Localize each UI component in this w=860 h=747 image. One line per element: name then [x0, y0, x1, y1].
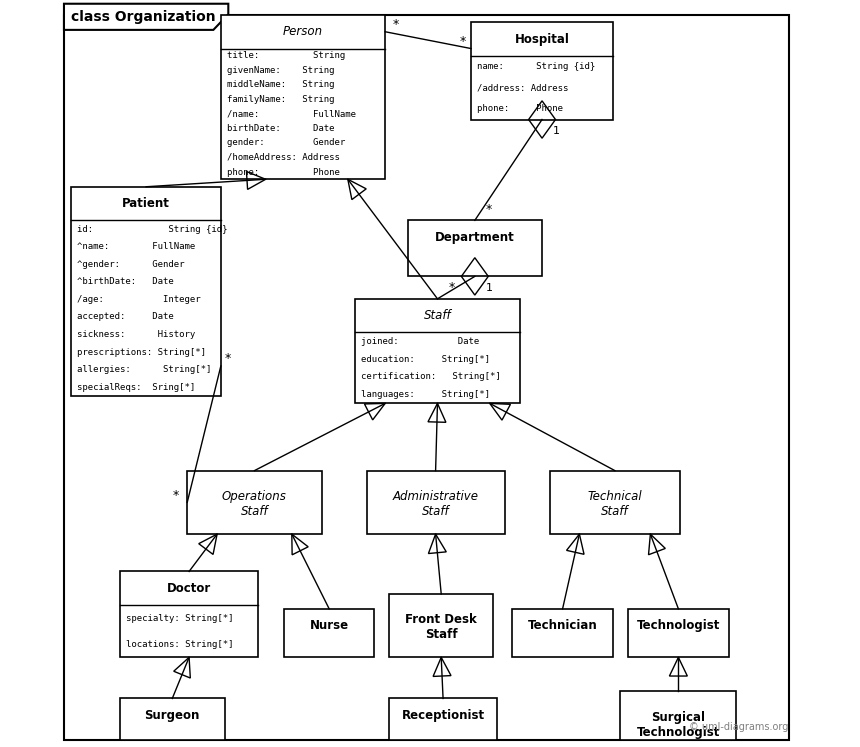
Text: ^gender:      Gender: ^gender: Gender [77, 260, 185, 269]
Text: Nurse: Nurse [310, 619, 348, 632]
Text: phone:     Phone: phone: Phone [477, 105, 563, 114]
FancyBboxPatch shape [389, 594, 494, 657]
Text: Surgical
Technologist: Surgical Technologist [636, 710, 720, 739]
Text: /homeAddress: Address: /homeAddress: Address [227, 153, 340, 162]
Text: /name:          FullName: /name: FullName [227, 109, 356, 119]
Text: Hospital: Hospital [514, 33, 569, 46]
FancyBboxPatch shape [120, 571, 258, 657]
Text: accepted:     Date: accepted: Date [77, 312, 175, 321]
FancyBboxPatch shape [187, 471, 322, 534]
FancyBboxPatch shape [620, 691, 736, 740]
Text: ^birthDate:   Date: ^birthDate: Date [77, 277, 175, 286]
Text: certification:   String[*]: certification: String[*] [361, 372, 501, 381]
Text: joined:           Date: joined: Date [361, 337, 480, 346]
FancyBboxPatch shape [285, 609, 374, 657]
Text: 1: 1 [486, 283, 493, 294]
Text: locations: String[*]: locations: String[*] [126, 639, 233, 649]
Polygon shape [64, 4, 228, 30]
FancyBboxPatch shape [408, 220, 542, 276]
Text: Department: Department [435, 231, 514, 244]
Text: /age:           Integer: /age: Integer [77, 295, 201, 304]
Text: middleName:   String: middleName: String [227, 81, 335, 90]
Text: *: * [460, 35, 466, 48]
Text: title:          String: title: String [227, 52, 345, 61]
Text: *: * [393, 18, 399, 31]
Text: *: * [172, 489, 179, 502]
Text: prescriptions: String[*]: prescriptions: String[*] [77, 347, 206, 356]
Text: specialReqs:  Sring[*]: specialReqs: Sring[*] [77, 382, 196, 391]
Text: Staff: Staff [424, 309, 452, 322]
Text: specialty: String[*]: specialty: String[*] [126, 613, 233, 623]
Text: Doctor: Doctor [167, 582, 212, 595]
Text: Technologist: Technologist [636, 619, 720, 632]
Text: givenName:    String: givenName: String [227, 66, 335, 75]
FancyBboxPatch shape [120, 698, 224, 740]
Text: birthDate:      Date: birthDate: Date [227, 124, 335, 133]
Text: 1: 1 [553, 126, 560, 137]
Text: © uml-diagrams.org: © uml-diagrams.org [689, 722, 789, 732]
Text: Technical
Staff: Technical Staff [587, 490, 642, 518]
FancyBboxPatch shape [513, 609, 613, 657]
Text: Operations
Staff: Operations Staff [222, 490, 287, 518]
Text: Patient: Patient [122, 197, 170, 210]
Text: allergies:      String[*]: allergies: String[*] [77, 365, 212, 374]
Text: class Organization: class Organization [71, 10, 216, 24]
FancyBboxPatch shape [471, 22, 613, 120]
Text: Technician: Technician [528, 619, 598, 632]
FancyBboxPatch shape [628, 609, 728, 657]
Text: Administrative
Staff: Administrative Staff [393, 490, 479, 518]
Text: id:              String {id}: id: String {id} [77, 225, 228, 234]
Text: name:      String {id}: name: String {id} [477, 62, 595, 71]
Text: *: * [224, 353, 230, 365]
Text: *: * [486, 203, 492, 216]
FancyBboxPatch shape [389, 698, 497, 740]
FancyBboxPatch shape [355, 299, 519, 403]
Text: languages:     String[*]: languages: String[*] [361, 390, 490, 399]
Text: /address: Address: /address: Address [477, 83, 568, 93]
Text: sickness:      History: sickness: History [77, 330, 196, 339]
Text: education:     String[*]: education: String[*] [361, 355, 490, 364]
Text: ^name:        FullName: ^name: FullName [77, 242, 196, 251]
Text: *: * [449, 282, 455, 294]
Text: Person: Person [283, 25, 323, 38]
Text: gender:         Gender: gender: Gender [227, 138, 345, 147]
FancyBboxPatch shape [221, 15, 385, 179]
Text: Receptionist: Receptionist [402, 709, 485, 722]
FancyBboxPatch shape [366, 471, 505, 534]
Text: Surgeon: Surgeon [144, 709, 200, 722]
FancyBboxPatch shape [71, 187, 221, 396]
FancyBboxPatch shape [64, 15, 789, 740]
Text: familyName:   String: familyName: String [227, 95, 335, 104]
Text: Front Desk
Staff: Front Desk Staff [405, 613, 477, 642]
Text: phone:          Phone: phone: Phone [227, 167, 340, 176]
FancyBboxPatch shape [550, 471, 680, 534]
